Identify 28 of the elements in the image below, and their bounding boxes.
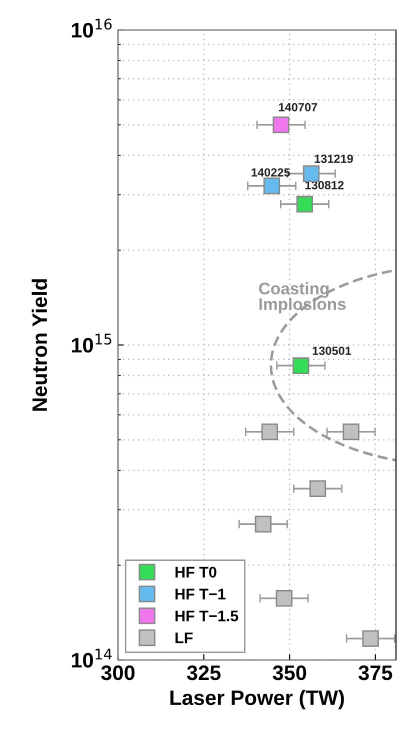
point (272, 116, 290, 134)
point (342, 424, 360, 440)
point (276, 590, 292, 607)
point (296, 196, 314, 212)
annotation: 140225 (252, 168, 290, 177)
legend-label: HF T−1.5 (176, 610, 238, 622)
annotation: 131219 (314, 154, 353, 163)
point (292, 357, 310, 374)
y-axis-title: Neutron Yield (32, 279, 48, 411)
legend-label: HF T0 (176, 566, 216, 578)
x-tick-label: 375 (358, 665, 392, 680)
point (309, 480, 326, 497)
y-tick-label: 10$^{16}$ (72, 18, 112, 38)
annotation: 130501 (312, 346, 352, 355)
x-tick-label: 350 (272, 665, 306, 680)
point (254, 516, 272, 532)
annotation: 130812 (305, 180, 344, 190)
y-tick-label: 10$^{15}$ (72, 334, 112, 353)
point (261, 424, 278, 440)
x-axis-title: Laser Power (TW) (170, 690, 344, 710)
point (263, 178, 280, 194)
legend-label: LF (176, 632, 193, 644)
point (362, 630, 379, 647)
annotation: 140707 (278, 103, 318, 112)
x-tick-label: 325 (186, 665, 221, 680)
legend-label: HF T−1 (176, 588, 226, 600)
annotation: Coasting Implosions (259, 282, 346, 314)
point (302, 165, 320, 182)
